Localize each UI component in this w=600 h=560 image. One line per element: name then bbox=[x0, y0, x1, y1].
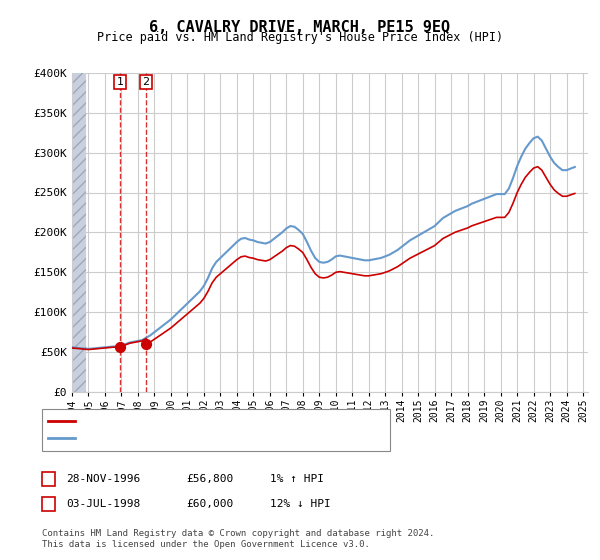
Bar bbox=[72, 73, 86, 392]
Text: 1% ↑ HPI: 1% ↑ HPI bbox=[270, 474, 324, 484]
Text: £60,000: £60,000 bbox=[186, 499, 233, 509]
Text: £56,800: £56,800 bbox=[186, 474, 233, 484]
Text: 12% ↓ HPI: 12% ↓ HPI bbox=[270, 499, 331, 509]
Text: 2: 2 bbox=[45, 499, 52, 509]
Text: 6, CAVALRY DRIVE, MARCH, PE15 9EQ: 6, CAVALRY DRIVE, MARCH, PE15 9EQ bbox=[149, 20, 451, 35]
Text: 28-NOV-1996: 28-NOV-1996 bbox=[66, 474, 140, 484]
Text: 6, CAVALRY DRIVE, MARCH, PE15 9EQ (detached house): 6, CAVALRY DRIVE, MARCH, PE15 9EQ (detac… bbox=[79, 416, 392, 426]
Text: 1: 1 bbox=[116, 77, 124, 87]
Point bbox=[115, 342, 125, 351]
Text: Price paid vs. HM Land Registry's House Price Index (HPI): Price paid vs. HM Land Registry's House … bbox=[97, 31, 503, 44]
Point bbox=[142, 339, 151, 348]
Text: Contains HM Land Registry data © Crown copyright and database right 2024.
This d: Contains HM Land Registry data © Crown c… bbox=[42, 529, 434, 549]
Text: HPI: Average price, detached house, Fenland: HPI: Average price, detached house, Fenl… bbox=[79, 433, 348, 444]
Text: 1: 1 bbox=[45, 474, 52, 484]
Text: 2: 2 bbox=[143, 77, 150, 87]
Text: 03-JUL-1998: 03-JUL-1998 bbox=[66, 499, 140, 509]
